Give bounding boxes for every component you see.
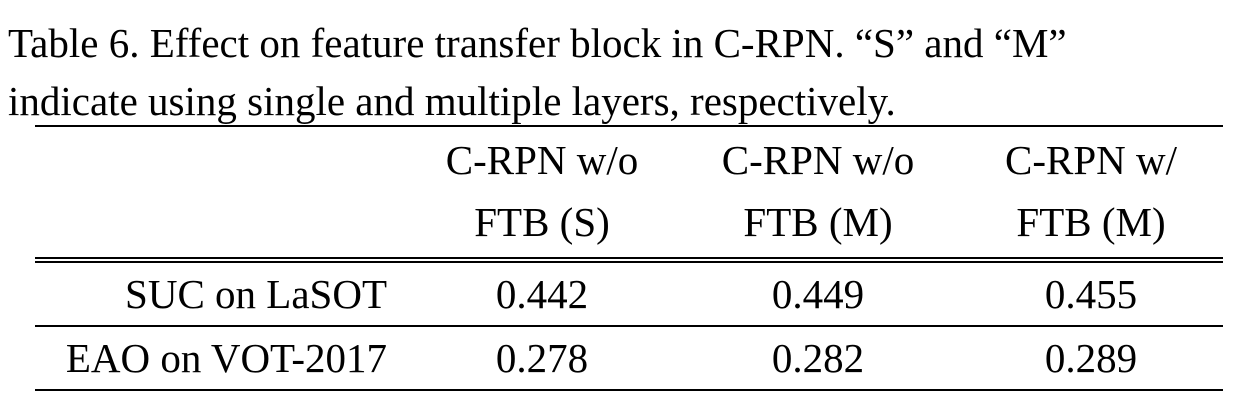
table-cell: 0.442 bbox=[495, 271, 589, 317]
header-row-2: FTB (S) FTB (M) FTB (M) bbox=[35, 191, 1223, 260]
table-cell: 0.449 bbox=[771, 271, 865, 317]
results-table: C-RPN w/o C-RPN w/o C-RPN w/ FTB (S) FTB… bbox=[35, 125, 1223, 391]
column-header-w-ftb-m-line1: C-RPN w/ bbox=[1004, 137, 1177, 183]
caption-line-2: indicate using single and multiple layer… bbox=[8, 78, 896, 124]
column-header-wo-ftb-m-line1: C-RPN w/o bbox=[721, 137, 915, 183]
column-header-w-ftb-m-line2: FTB (M) bbox=[1016, 199, 1166, 245]
header-corner bbox=[35, 126, 407, 191]
table-cell: 0.278 bbox=[495, 335, 589, 381]
caption-line-1: Table 6. Effect on feature transfer bloc… bbox=[8, 20, 1067, 66]
table-row: EAO on VOT-2017 0.278 0.282 0.289 bbox=[35, 326, 1223, 390]
header-corner-2 bbox=[35, 191, 407, 260]
column-header-ftb-s-line2: FTB (S) bbox=[474, 199, 610, 245]
header-row-1: C-RPN w/o C-RPN w/o C-RPN w/ bbox=[35, 126, 1223, 191]
table-cell: 0.289 bbox=[1044, 335, 1138, 381]
results-table-wrapper: C-RPN w/o C-RPN w/o C-RPN w/ FTB (S) FTB… bbox=[35, 125, 1223, 391]
table-body: SUC on LaSOT 0.442 0.449 0.455 EAO on VO… bbox=[35, 260, 1223, 390]
column-header-wo-ftb-m-line2: FTB (M) bbox=[743, 199, 893, 245]
table-header: C-RPN w/o C-RPN w/o C-RPN w/ FTB (S) FTB… bbox=[35, 126, 1223, 260]
table-row: SUC on LaSOT 0.442 0.449 0.455 bbox=[35, 260, 1223, 326]
table-cell: 0.282 bbox=[771, 335, 865, 381]
table-caption: Table 6. Effect on feature transfer bloc… bbox=[8, 14, 1236, 130]
column-header-ftb-s-line1: C-RPN w/o bbox=[445, 137, 639, 183]
row-label: SUC on LaSOT bbox=[125, 271, 387, 317]
row-label: EAO on VOT-2017 bbox=[65, 335, 387, 381]
table-cell: 0.455 bbox=[1044, 271, 1138, 317]
